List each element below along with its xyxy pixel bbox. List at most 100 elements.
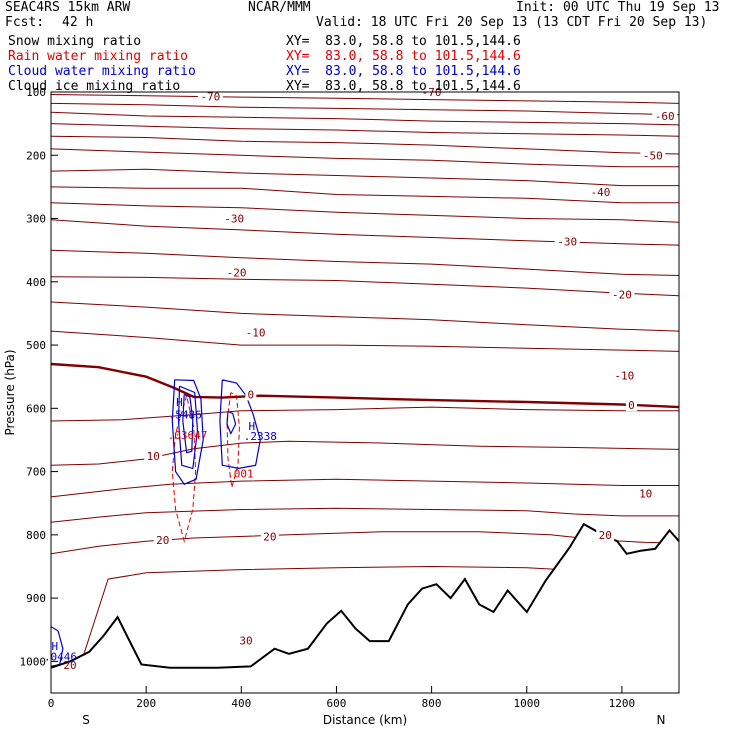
contour-label-bg	[221, 212, 247, 225]
cloud-water-contour	[219, 379, 261, 470]
contour-label: 10	[147, 450, 160, 463]
contour-label-bg	[197, 90, 223, 103]
temperature-contour	[51, 94, 679, 104]
temperature-contour	[51, 330, 679, 352]
y-tick-label: 100	[26, 86, 46, 99]
y-axis-title: Pressure (hPa)	[3, 349, 17, 435]
contour-label-bg	[554, 235, 580, 248]
plot-frame	[50, 91, 680, 694]
temperature-contour	[51, 168, 679, 187]
contour-label-bg	[153, 533, 172, 546]
contour-label: 10	[639, 488, 652, 501]
x-tick-label: 1200	[609, 697, 636, 710]
contour-label: -20	[612, 288, 632, 301]
contour-label: -50	[643, 149, 663, 162]
temperature-contour	[51, 440, 679, 466]
legend-rain-xy: XY= 83.0, 58.8 to 101.5,144.6	[286, 49, 521, 64]
y-tick-label: 600	[26, 402, 46, 415]
contour-label-bg	[640, 149, 666, 162]
legend-rain-label: Rain water mixing ratio	[8, 49, 189, 64]
max-value-label: .5486	[169, 409, 202, 422]
contour-label-bg	[636, 487, 655, 500]
x-tick-label: 400	[231, 697, 251, 710]
contour-label-bg	[652, 110, 678, 123]
legend-snow-xy: XY= 83.0, 58.8 to 101.5,144.6	[286, 34, 521, 49]
legend-cloud-water-label: Cloud water mixing ratio	[8, 64, 196, 79]
temperature-contour	[51, 249, 679, 276]
rain-contour	[226, 392, 240, 488]
legend-cloud-water-xy: XY= 83.0, 58.8 to 101.5,144.6	[286, 64, 521, 79]
forecast-hours: 42 h	[62, 15, 94, 30]
contour-label-bg	[596, 528, 615, 541]
y-tick-label: 300	[26, 213, 46, 226]
y-tick-label: 900	[26, 592, 46, 605]
max-value-label: H	[51, 640, 58, 653]
y-tick-label: 800	[26, 529, 46, 542]
contour-label: -30	[557, 235, 577, 248]
init-time: Init: 00 UTC Thu 19 Sep 13	[516, 0, 720, 15]
y-tick-label: 400	[26, 276, 46, 289]
contour-label-bg	[224, 266, 250, 279]
temperature-contour	[51, 301, 679, 332]
temperature-contour	[51, 406, 679, 422]
y-tick-label: 1000	[20, 655, 47, 668]
y-tick-label: 700	[26, 466, 46, 479]
contour-label: -40	[591, 186, 611, 199]
contour-label: 30	[239, 634, 252, 647]
contour-label-bg	[611, 369, 637, 382]
temperature-contour	[51, 102, 679, 116]
contour-label: -30	[224, 213, 244, 226]
contour-label-bg	[245, 388, 257, 401]
x-tick-label: 1000	[514, 697, 541, 710]
y-tick-label: 500	[26, 339, 46, 352]
x-tick-label: 600	[327, 697, 347, 710]
x-tick-label: 800	[422, 697, 442, 710]
contour-label-bg	[237, 634, 256, 647]
x-axis-title: Distance (km)	[323, 713, 407, 727]
legend-cloud-ice-xy: XY= 83.0, 58.8 to 101.5,144.6	[286, 79, 521, 94]
contour-label-bg	[625, 399, 637, 412]
temperature-contour	[51, 219, 679, 246]
contour-label-bg	[609, 288, 635, 301]
contour-label: 20	[156, 534, 169, 547]
temperature-contour	[51, 111, 679, 126]
cloud-water-contour	[177, 385, 199, 470]
max-value-label: .0446	[44, 650, 77, 663]
contour-label: 20	[599, 529, 612, 542]
temperature-contour	[51, 362, 679, 409]
cloud-water-contour	[171, 379, 204, 485]
temperature-contour	[51, 148, 679, 168]
temperature-contour	[51, 276, 679, 297]
max-value-label: .03647	[168, 429, 208, 442]
max-value-label: 20	[63, 659, 76, 672]
contour-label: -70	[200, 90, 220, 103]
contour-label: -10	[246, 326, 266, 339]
legend-cloud-ice-label: Cloud ice mixing ratio	[8, 79, 181, 94]
contour-label-bg	[260, 530, 279, 543]
y-tick-label: 200	[26, 149, 46, 162]
contour-label: 20	[263, 531, 276, 544]
temperature-contour	[51, 202, 679, 223]
temperature-contour	[51, 507, 679, 523]
max-value-label: .001	[227, 467, 254, 480]
temperature-contour	[51, 186, 679, 204]
max-value-label: H	[176, 396, 183, 409]
x-tick-label: 0	[48, 697, 55, 710]
x-tick-label: 200	[136, 697, 156, 710]
org-label: NCAR/MMM	[248, 0, 311, 15]
contour-label-bg	[588, 185, 613, 198]
cloud-water-contour	[226, 410, 237, 436]
contour-label-bg	[144, 449, 163, 462]
terrain-fill	[51, 524, 679, 693]
temperature-contour	[51, 478, 679, 498]
max-value-label: .2338	[244, 430, 277, 443]
cloud-water-contour	[182, 393, 194, 454]
forecast-label: Fcst:	[5, 15, 45, 30]
temperature-contour	[79, 565, 575, 668]
contour-label-bg	[243, 326, 269, 339]
temperature-contour	[51, 135, 679, 155]
contour-label: 0	[248, 388, 255, 401]
north-label: N	[657, 713, 666, 727]
valid-time: Valid: 18 UTC Fri 20 Sep 13 (13 CDT Fri …	[316, 15, 708, 30]
